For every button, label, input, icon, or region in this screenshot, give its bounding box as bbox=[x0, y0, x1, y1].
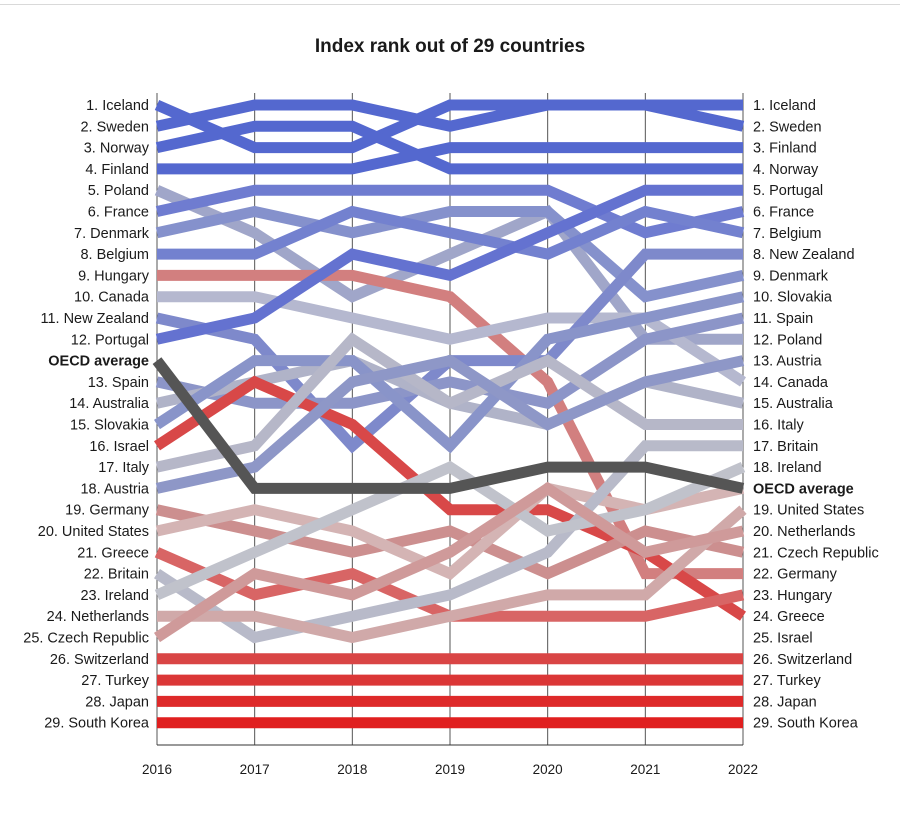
right-rank-label: 18. Ireland bbox=[753, 460, 822, 476]
left-rank-label: 27. Turkey bbox=[81, 673, 149, 689]
series-line-finland bbox=[157, 142, 743, 175]
left-rank-label: 17. Italy bbox=[98, 460, 150, 476]
right-rank-label: 26. Switzerland bbox=[753, 652, 852, 668]
left-labels: 1. Iceland 2. Sweden 3. Norway 4. Finland 5.… bbox=[23, 98, 150, 732]
series-line-netherlands bbox=[157, 505, 747, 644]
right-rank-label: 8. New Zealand bbox=[753, 247, 855, 263]
series-line-oecd-average bbox=[152, 357, 745, 494]
left-rank-label: 14. Australia bbox=[69, 396, 150, 412]
x-tick-label: 2021 bbox=[630, 762, 660, 777]
x-tick-label: 2020 bbox=[533, 762, 563, 777]
series-line-france bbox=[155, 184, 745, 239]
x-tick-label: 2019 bbox=[435, 762, 465, 777]
right-rank-label: 15. Australia bbox=[753, 396, 834, 412]
right-rank-label: OECD average bbox=[753, 481, 854, 497]
left-rank-label: 20. United States bbox=[38, 524, 149, 540]
series-line-germany bbox=[155, 504, 745, 580]
x-tick-label: 2022 bbox=[728, 762, 758, 777]
left-rank-label: 12. Portugal bbox=[71, 332, 149, 348]
right-rank-label: 21. Czech Republic bbox=[753, 545, 879, 561]
series-line-spain bbox=[155, 312, 745, 410]
right-rank-label: 11. Spain bbox=[753, 311, 813, 327]
right-rank-label: 13. Austria bbox=[753, 354, 822, 370]
left-rank-label: 2. Sweden bbox=[80, 119, 149, 135]
series-lines bbox=[152, 99, 747, 729]
left-rank-label: 18. Austria bbox=[80, 481, 149, 497]
right-rank-label: 22. Germany bbox=[753, 567, 838, 583]
right-rank-label: 5. Portugal bbox=[753, 183, 823, 199]
series-line-belgium bbox=[157, 205, 745, 260]
left-rank-label: 3. Norway bbox=[84, 141, 150, 157]
left-rank-label: 7. Denmark bbox=[74, 226, 150, 242]
series-line-ireland bbox=[154, 460, 746, 600]
x-axis: 2016 2017 2018 2019 2020 2021 2022 bbox=[142, 744, 758, 777]
left-rank-label: 5. Poland bbox=[88, 183, 149, 199]
right-labels: 1. Iceland 2. Sweden 3. Finland 4. Norway 5.… bbox=[753, 98, 879, 732]
right-rank-label: 6. France bbox=[753, 205, 814, 221]
right-rank-label: 27. Turkey bbox=[753, 673, 821, 689]
left-rank-label: 21. Greece bbox=[77, 545, 149, 561]
right-rank-label: 12. Poland bbox=[753, 332, 822, 348]
left-rank-label: 28. Japan bbox=[85, 694, 149, 710]
right-rank-label: 28. Japan bbox=[753, 694, 817, 710]
series-line-hungary bbox=[157, 269, 743, 580]
left-rank-label: 25. Czech Republic bbox=[23, 631, 149, 647]
series-line-italy bbox=[155, 332, 743, 473]
left-rank-label: 6. France bbox=[88, 205, 149, 221]
series-line-portugal bbox=[155, 184, 743, 345]
left-rank-label: 13. Spain bbox=[88, 375, 149, 391]
left-rank-label: 26. Switzerland bbox=[50, 652, 149, 668]
series-line-norway bbox=[155, 120, 743, 175]
series-line-slovakia bbox=[153, 291, 745, 454]
right-rank-label: 16. Italy bbox=[753, 418, 805, 434]
left-rank-label: 16. Israel bbox=[89, 439, 149, 455]
right-rank-label: 20. Netherlands bbox=[753, 524, 855, 540]
right-rank-label: 4. Norway bbox=[753, 162, 819, 178]
series-line-czech-republic bbox=[153, 481, 745, 643]
right-rank-label: 17. Britain bbox=[753, 439, 818, 455]
right-rank-label: 19. United States bbox=[753, 503, 864, 519]
right-rank-label: 29. South Korea bbox=[753, 716, 859, 732]
right-rank-label: 14. Canada bbox=[753, 375, 829, 391]
left-rank-label: 24. Netherlands bbox=[47, 609, 149, 625]
left-rank-label: 19. Germany bbox=[65, 503, 150, 519]
left-rank-label: 23. Ireland bbox=[80, 588, 149, 604]
right-rank-label: 2. Sweden bbox=[753, 119, 822, 135]
left-rank-label: 11. New Zealand bbox=[40, 311, 149, 327]
right-rank-label: 1. Iceland bbox=[753, 98, 816, 114]
right-rank-label: 23. Hungary bbox=[753, 588, 833, 604]
chart-title: Index rank out of 29 countries bbox=[314, 36, 586, 57]
right-rank-label: 7. Belgium bbox=[753, 226, 822, 242]
left-rank-label: 10. Canada bbox=[74, 290, 150, 306]
left-rank-label: 29. South Korea bbox=[44, 716, 150, 732]
right-rank-label: 24. Greece bbox=[753, 609, 825, 625]
x-tick-label: 2017 bbox=[240, 762, 270, 777]
left-rank-label: 9. Hungary bbox=[78, 268, 150, 284]
x-tick-label: 2016 bbox=[142, 762, 172, 777]
right-rank-label: 9. Denmark bbox=[753, 268, 829, 284]
left-rank-label: 22. Britain bbox=[84, 567, 149, 583]
x-tick-label: 2018 bbox=[337, 762, 367, 777]
left-rank-label: 8. Belgium bbox=[80, 247, 149, 263]
series-line-austria bbox=[155, 354, 745, 494]
right-rank-label: 25. Israel bbox=[753, 631, 813, 647]
series-line-britain bbox=[153, 440, 743, 644]
right-rank-label: 3. Finland bbox=[753, 141, 817, 157]
series-line-denmark bbox=[155, 205, 745, 303]
left-rank-label: OECD average bbox=[48, 354, 149, 370]
series-line-sweden bbox=[155, 99, 745, 132]
top-rule bbox=[0, 4, 900, 5]
left-rank-label: 15. Slovakia bbox=[70, 418, 150, 434]
right-rank-label: 10. Slovakia bbox=[753, 290, 833, 306]
left-rank-label: 1. Iceland bbox=[86, 98, 149, 114]
left-rank-label: 4. Finland bbox=[85, 162, 149, 178]
